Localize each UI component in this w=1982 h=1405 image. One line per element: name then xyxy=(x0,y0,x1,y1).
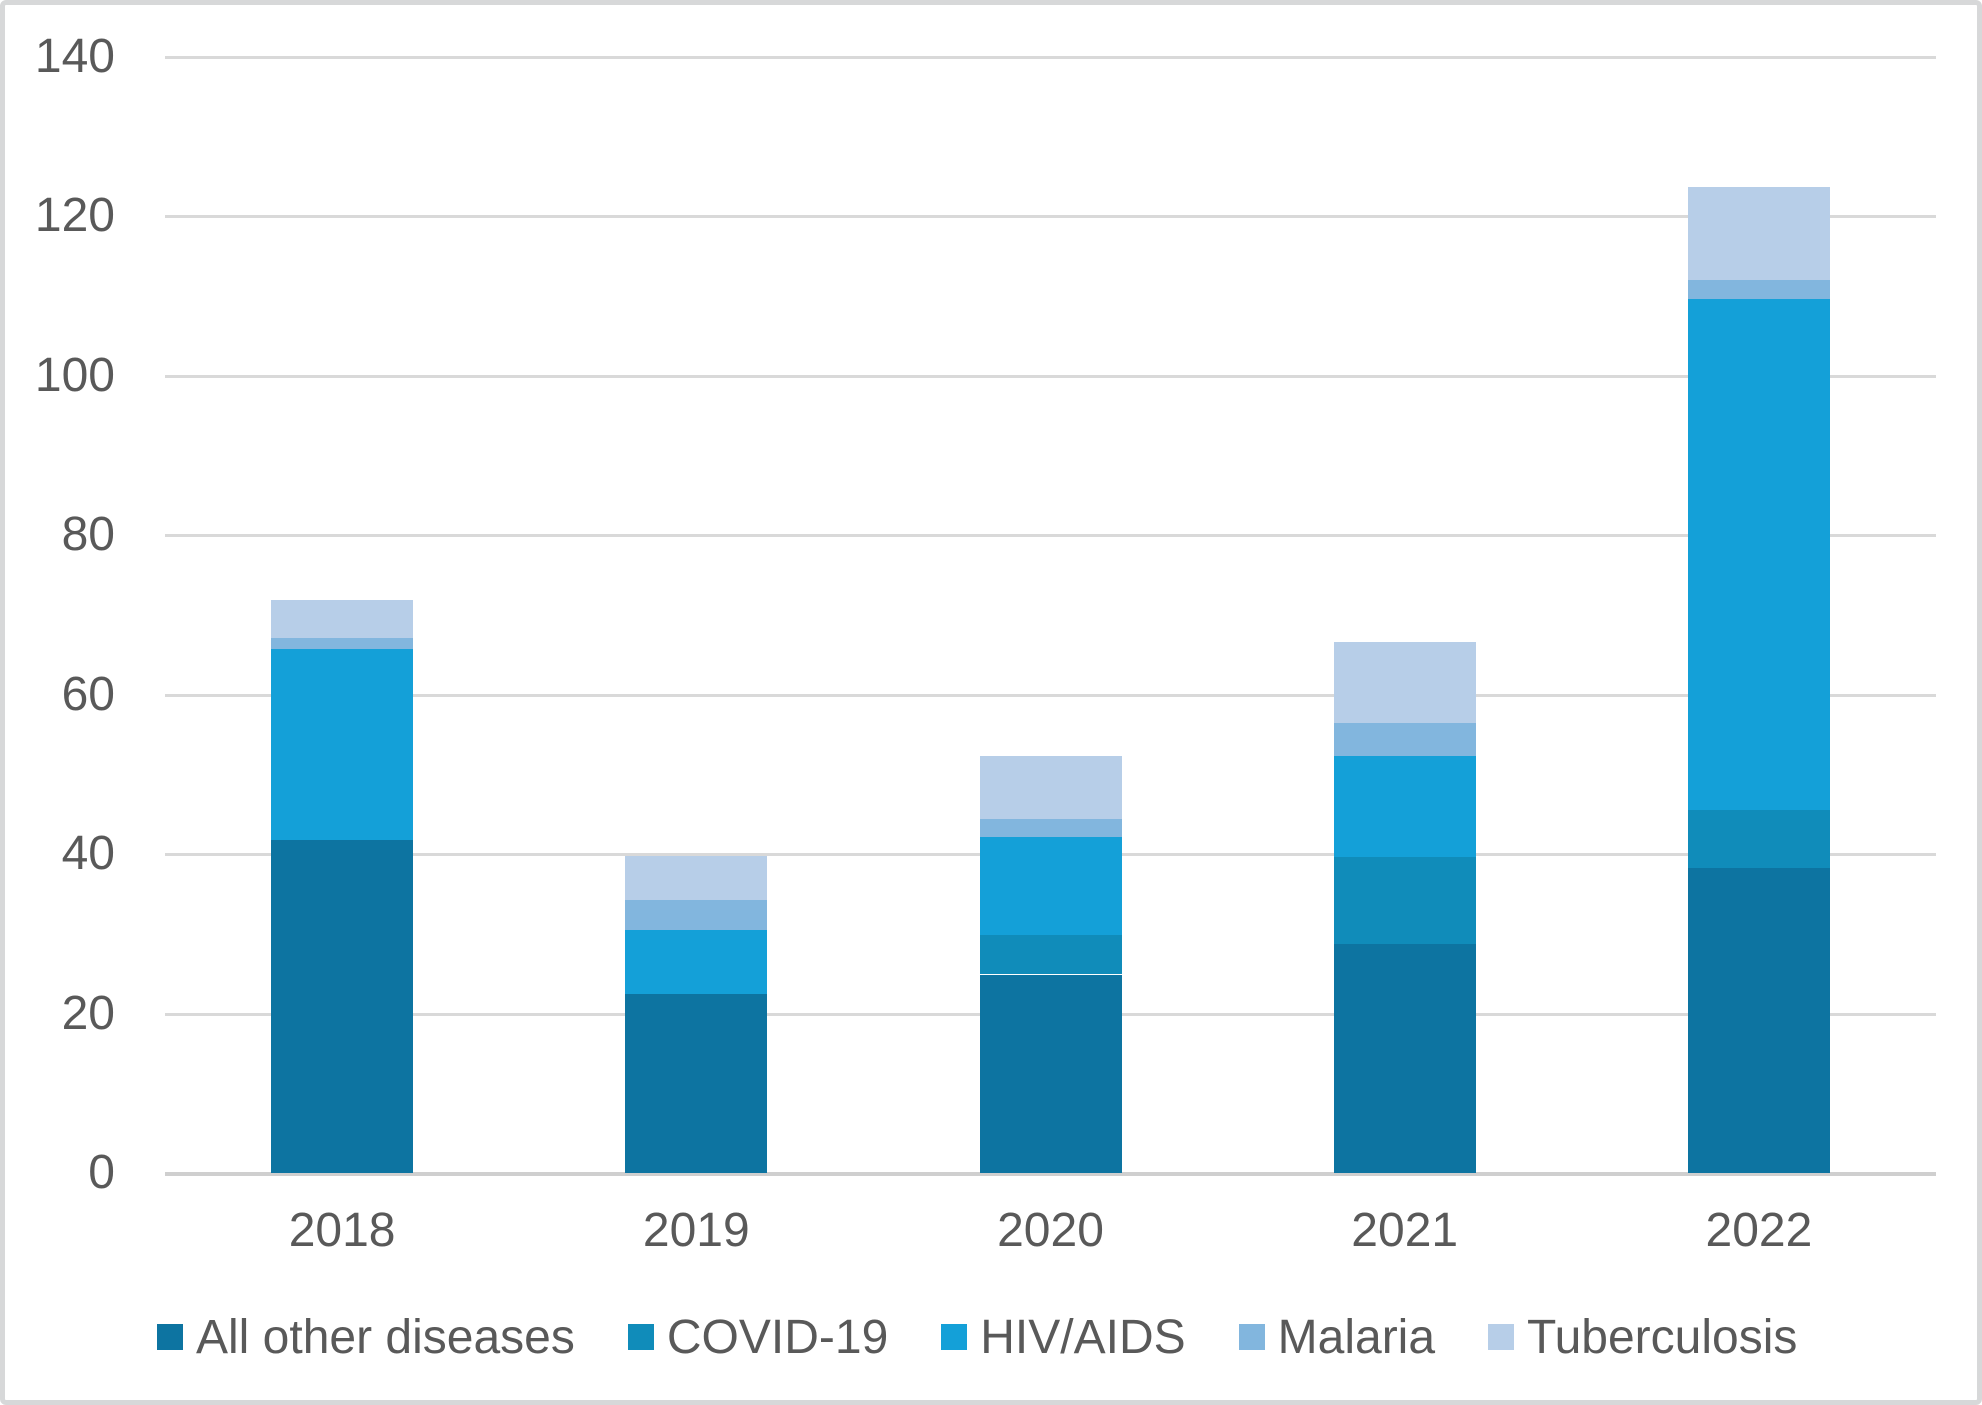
legend-item-covid-19: COVID-19 xyxy=(627,1310,889,1365)
gridline-100 xyxy=(165,374,1936,378)
y-axis-tick-label-140: 140 xyxy=(34,30,115,83)
bar-segment-tuberculosis-2020 xyxy=(979,756,1122,820)
bar-segment-hiv-aids-2020 xyxy=(979,836,1122,936)
bar-segment-malaria-2022 xyxy=(1687,280,1830,299)
x-axis-label-2022: 2022 xyxy=(1705,1204,1813,1257)
bar-segment-all-other-diseases-2019 xyxy=(625,993,768,1173)
legend-item-malaria: Malaria xyxy=(1238,1310,1436,1365)
legend-item-tuberculosis: Tuberculosis xyxy=(1488,1310,1797,1365)
bar-segment-tuberculosis-2022 xyxy=(1687,186,1830,281)
bar-segment-hiv-aids-2022 xyxy=(1687,298,1830,811)
bar-segment-malaria-2019 xyxy=(625,899,768,930)
x-axis-label-2018: 2018 xyxy=(288,1204,396,1257)
gridline-60 xyxy=(165,693,1936,697)
legend-label-malaria: Malaria xyxy=(1277,1310,1436,1364)
y-axis-tick-label-40: 40 xyxy=(61,827,115,881)
y-axis-tick-label-120: 120 xyxy=(34,189,115,243)
legend-swatch-tuberculosis xyxy=(1488,1324,1515,1350)
legend-item-hiv-aids: HIV/AIDS xyxy=(941,1310,1186,1365)
x-axis-label-2020: 2020 xyxy=(997,1204,1104,1257)
bar-segment-hiv-aids-2021 xyxy=(1333,756,1476,857)
legend-label-all-other-diseases: All other diseases xyxy=(196,1310,575,1364)
bar-segment-malaria-2020 xyxy=(979,819,1122,837)
gridline-140 xyxy=(165,56,1936,59)
bar-segment-all-other-diseases-2022 xyxy=(1687,867,1830,1173)
y-axis-tick-label-60: 60 xyxy=(61,667,115,721)
legend-swatch-hiv-aids xyxy=(941,1324,968,1350)
legend: All other diseases COVID-19 HIV/AIDS Malari… xyxy=(157,1305,1797,1369)
x-axis-label-2019: 2019 xyxy=(642,1204,750,1257)
x-axis-label-2021: 2021 xyxy=(1351,1204,1459,1257)
bar-segment-malaria-2021 xyxy=(1333,722,1476,757)
legend-swatch-covid-19 xyxy=(627,1324,654,1350)
y-axis-tick-label-80: 80 xyxy=(61,508,115,562)
bar-segment-tuberculosis-2021 xyxy=(1333,642,1476,723)
bar-segment-all-other-diseases-2018 xyxy=(271,839,414,1173)
x-axis-baseline xyxy=(165,1172,1936,1176)
legend-label-hiv-aids: HIV/AIDS xyxy=(980,1310,1186,1364)
bar-segment-malaria-2018 xyxy=(271,638,414,650)
bar-segment-covid-19-2021 xyxy=(1333,856,1476,945)
bar-segment-covid-19-2022 xyxy=(1687,810,1830,868)
gridline-120 xyxy=(165,215,1936,219)
bar-segment-covid-19-2020 xyxy=(979,935,1122,975)
legend-item-all-other-diseases: All other diseases xyxy=(157,1310,575,1365)
y-axis-tick-label-0: 0 xyxy=(88,1146,115,1199)
bar-segment-all-other-diseases-2020 xyxy=(979,974,1122,1173)
gridline-80 xyxy=(165,534,1936,538)
legend-swatch-all-other-diseases xyxy=(157,1324,183,1350)
legend-label-covid-19: COVID-19 xyxy=(666,1310,889,1364)
bar-segment-hiv-aids-2019 xyxy=(625,929,768,994)
y-axis-tick-label-100: 100 xyxy=(34,348,115,402)
bar-segment-hiv-aids-2018 xyxy=(271,649,414,840)
bar-segment-tuberculosis-2019 xyxy=(625,855,768,900)
bar-segment-tuberculosis-2018 xyxy=(271,599,414,639)
bar-segment-all-other-diseases-2021 xyxy=(1333,944,1476,1173)
y-axis-tick-label-20: 20 xyxy=(61,986,115,1040)
legend-label-tuberculosis: Tuberculosis xyxy=(1527,1310,1798,1364)
legend-swatch-malaria xyxy=(1238,1324,1265,1350)
